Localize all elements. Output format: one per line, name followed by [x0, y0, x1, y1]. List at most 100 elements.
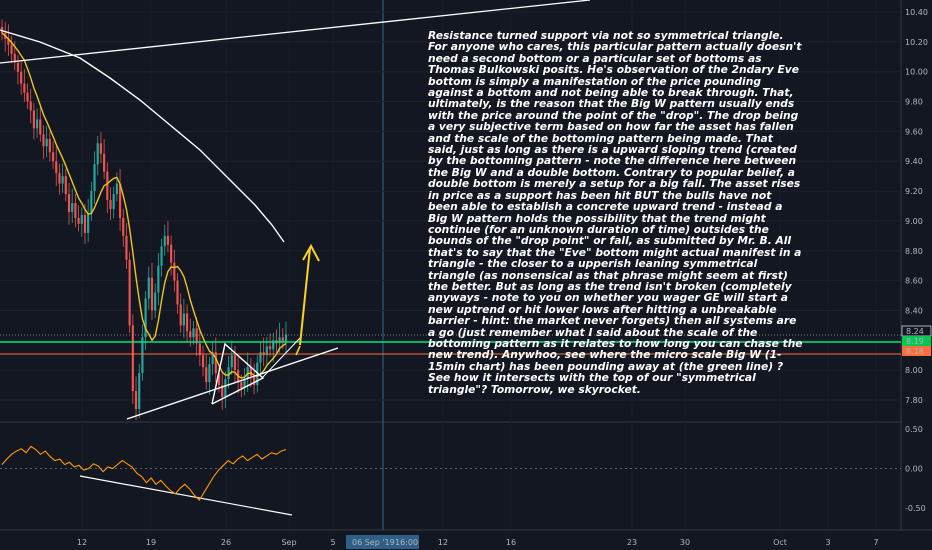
candle-body — [125, 235, 128, 260]
candle-body — [205, 367, 208, 383]
oscillator-line — [1, 445, 287, 501]
candle-body — [281, 337, 284, 342]
last-price-label: 8.24 — [906, 327, 924, 336]
axis-layer: 10.40 10.20 10.00 9.80 9.60 9.40 9.20 9.00 8.80 8… — [77, 8, 932, 549]
triangle-apex-line[interactable] — [261, 337, 301, 379]
candle-body — [284, 334, 288, 342]
candle-body — [36, 119, 39, 129]
candle-body — [233, 355, 237, 371]
candle-body — [58, 173, 61, 184]
candle-body — [227, 367, 230, 380]
oscillator-layer — [0, 445, 901, 501]
candle-body — [77, 217, 80, 224]
candle-body — [51, 152, 55, 162]
candle-body — [179, 304, 182, 326]
crosshair-date-box — [346, 535, 419, 549]
candle-body — [106, 171, 109, 201]
crosshair-date-label: 06 Sep '19 — [352, 538, 395, 547]
candle-body — [109, 200, 112, 209]
candle-body — [195, 328, 198, 344]
time-tick-label: 12 — [77, 538, 87, 547]
price-tick-label: 9.00 — [905, 217, 923, 226]
candle-body — [144, 298, 147, 338]
candle-body — [176, 280, 179, 305]
candle-body — [96, 143, 99, 165]
candle-body — [112, 194, 115, 209]
candle-body — [48, 138, 51, 153]
oscillator-trend-line[interactable] — [79, 475, 293, 516]
candle-body — [259, 352, 262, 363]
time-tick-label: 5 — [330, 538, 335, 547]
time-tick-label: 7 — [873, 538, 878, 547]
candle-body — [272, 340, 275, 350]
candle-body — [7, 38, 10, 45]
candle-body — [243, 379, 246, 389]
projection-arrow-head[interactable] — [302, 243, 320, 262]
red-line-label-box — [902, 346, 931, 356]
fast-moving-average — [1, 32, 287, 379]
candle-body — [157, 265, 160, 293]
price-tick-label: 9.40 — [905, 157, 923, 166]
candle-body — [61, 176, 64, 184]
candle-body — [118, 183, 122, 218]
candle-body — [64, 176, 67, 195]
oscillator-pane[interactable] — [0, 423, 901, 530]
candle-body — [141, 337, 144, 374]
candle-body — [134, 391, 138, 409]
time-tick-label: 30 — [680, 538, 690, 547]
candle-body — [163, 235, 166, 247]
candle-body — [201, 355, 205, 368]
candle-body — [29, 101, 32, 111]
candle-body — [185, 313, 189, 332]
candle-body — [87, 213, 90, 233]
price-tick-label: 10.20 — [905, 38, 928, 47]
price-scale-bg[interactable] — [901, 0, 932, 550]
triangle-lower-line[interactable] — [126, 347, 339, 420]
candle-body — [55, 161, 58, 174]
candle-body — [16, 62, 20, 72]
overlay-layer — [0, 0, 901, 516]
projection-arrow-line[interactable] — [299, 247, 311, 346]
candle-body — [147, 277, 150, 299]
price-tick-label: 8.40 — [905, 306, 923, 315]
price-pane[interactable] — [0, 0, 901, 421]
price-tick-label: 9.80 — [905, 98, 923, 107]
candle-body — [182, 313, 185, 326]
candle-body — [83, 214, 87, 233]
candle-body — [256, 362, 259, 386]
candle-body — [32, 110, 36, 129]
candle-body — [39, 119, 42, 135]
triangle-shape[interactable] — [211, 342, 265, 405]
candle-body — [42, 134, 45, 147]
price-tick-label: 8.00 — [905, 366, 923, 375]
price-tick-label: 10.00 — [905, 68, 928, 77]
candle-body — [214, 352, 217, 374]
candle-body — [208, 364, 211, 383]
candle-body — [192, 328, 195, 338]
candle-body — [26, 92, 29, 102]
candle-body — [138, 373, 141, 409]
price-tick-label: 9.60 — [905, 127, 923, 136]
candle-body — [224, 379, 227, 398]
candle-body — [278, 337, 281, 344]
green-line-label-box — [902, 336, 931, 346]
upper-trend-line[interactable] — [0, 0, 591, 64]
red-line-label: 8.18 — [906, 347, 924, 356]
candle-body — [268, 346, 272, 350]
annotation-text[interactable]: Resistance turned support via not so sym… — [428, 29, 803, 396]
projection-arrow-tail — [295, 345, 301, 356]
candle-body — [221, 385, 224, 398]
green-line-label: 8.19 — [906, 337, 924, 346]
candle-body — [211, 352, 214, 365]
candle-body — [189, 331, 192, 338]
slow-moving-average — [0, 29, 285, 243]
price-tick-label: 10.40 — [905, 8, 928, 17]
time-tick-label: 26 — [221, 538, 231, 547]
grid-layer — [0, 11, 901, 401]
candle-body — [10, 44, 13, 54]
candle-body — [23, 83, 26, 93]
time-tick-label: Sep — [281, 538, 296, 547]
time-tick-label: 23 — [627, 538, 637, 547]
